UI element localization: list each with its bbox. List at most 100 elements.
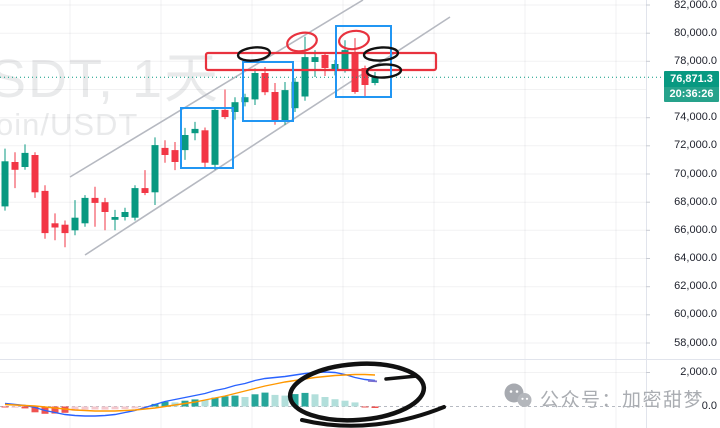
candle-body	[221, 109, 229, 117]
wechat-watermark-text: 公众号：加密甜梦	[540, 390, 705, 411]
macd-histogram-bar	[211, 397, 219, 407]
macd-signal-line	[4, 373, 376, 412]
wechat-icon	[502, 382, 534, 415]
macd-histogram-bar	[121, 406, 129, 409]
consolidation-box[interactable]	[335, 25, 392, 98]
macd-histogram-bar	[311, 394, 319, 407]
macd-histogram-bar	[351, 402, 359, 407]
macd-line-tip	[367, 379, 378, 383]
macd-histogram-bar	[161, 401, 169, 407]
macd-histogram-bar	[71, 406, 79, 411]
price-tick-label: 82,000.0	[674, 0, 717, 11]
macd-highlight-circle[interactable]	[287, 359, 427, 424]
candle-body	[171, 150, 179, 162]
candle-body	[181, 135, 189, 151]
candle-body	[241, 97, 249, 103]
macd-histogram-bar	[11, 406, 19, 408]
macd-histogram-bar	[261, 392, 269, 407]
macd-histogram-bar	[371, 406, 379, 408]
candle-body	[141, 188, 149, 193]
candle-body	[301, 57, 309, 97]
macd-histogram-bar	[51, 406, 59, 414]
price-axis[interactable]: 82,000.0 80,000.0 78,000.0 74,000.0 72,000.0…	[647, 0, 720, 428]
price-tick-label: 58,000.0	[674, 336, 717, 349]
highlight-ellipse-black[interactable]	[362, 46, 400, 62]
macd-histogram-bar	[361, 406, 369, 408]
candle-body	[271, 92, 279, 122]
candle-body	[231, 102, 239, 112]
trend-channel-line[interactable]	[84, 16, 451, 256]
macd-histogram-bar	[341, 400, 349, 407]
price-tick-label: 60,000.0	[674, 308, 717, 321]
consolidation-box[interactable]	[242, 61, 294, 122]
macd-histogram-bar	[221, 396, 229, 407]
macd-histogram-bar	[21, 406, 29, 409]
macd-histogram-bar	[131, 406, 139, 409]
candle-body	[121, 212, 129, 217]
candle-body	[351, 52, 359, 92]
candle-body	[101, 202, 109, 212]
consolidation-box[interactable]	[180, 107, 234, 169]
resistance-zone-rect[interactable]	[204, 51, 438, 72]
current-price-label: 76,871.3 20:36:26	[664, 71, 719, 102]
highlight-ellipse-black[interactable]	[236, 46, 272, 62]
candle-body	[11, 162, 19, 170]
macd-histogram-bar	[191, 399, 199, 407]
candle-body	[261, 73, 269, 93]
candle-body	[371, 77, 379, 83]
candle-body	[21, 152, 29, 167]
candle-body	[311, 57, 319, 62]
candle-body	[1, 161, 9, 207]
candle-body	[161, 147, 169, 155]
candle-body	[91, 197, 99, 203]
macd-line	[4, 371, 376, 417]
price-tick-label: 68,000.0	[674, 195, 717, 208]
wechat-watermark: 公众号：加密甜梦	[502, 382, 704, 415]
price-tick-label: 72,000.0	[674, 139, 717, 152]
highlight-ellipse-black[interactable]	[365, 63, 403, 79]
macd-highlight-tail[interactable]	[384, 374, 419, 381]
candle-body	[81, 197, 89, 224]
candle-body	[71, 217, 79, 231]
price-tick-label: 66,000.0	[674, 223, 717, 236]
candle-body	[201, 130, 209, 163]
macd-histogram-bar	[81, 406, 89, 410]
macd-histogram-bar	[321, 397, 329, 407]
macd-histogram-bar	[281, 395, 289, 407]
candle-body	[61, 224, 69, 234]
candle-body	[321, 55, 329, 68]
macd-histogram-bar	[201, 400, 209, 407]
candle-body	[51, 223, 59, 228]
macd-histogram-bar	[291, 394, 299, 407]
macd-histogram-bar	[251, 394, 259, 407]
macd-histogram-bar	[331, 399, 339, 407]
candle-body	[111, 217, 119, 220]
candle-body	[341, 50, 349, 70]
price-tick-label: 78,000.0	[674, 54, 717, 67]
candle-body	[361, 68, 369, 85]
price-tick-label: 74,000.0	[674, 111, 717, 124]
candle-body	[191, 128, 199, 134]
candle-body	[41, 190, 49, 234]
price-tick-label: 62,000.0	[674, 280, 717, 293]
macd-histogram-bar	[111, 406, 119, 410]
macd-histogram-bar	[31, 406, 39, 413]
current-price-value: 76,871.3	[664, 71, 719, 87]
indicator-tick-label: 2,000.0	[680, 366, 717, 378]
candle-body	[31, 155, 39, 193]
trend-channel-line[interactable]	[69, 0, 364, 178]
macd-histogram-bar	[241, 397, 249, 407]
highlight-ellipse-red[interactable]	[337, 29, 371, 51]
highlight-ellipse-red[interactable]	[285, 30, 318, 54]
candle-body	[291, 81, 299, 109]
macd-highlight-sweep[interactable]	[300, 405, 446, 428]
macd-histogram-bar	[101, 406, 109, 410]
candle-body	[281, 90, 289, 122]
candle-body	[251, 73, 259, 100]
macd-histogram-bar	[231, 395, 239, 407]
candle-body	[151, 145, 159, 193]
indicator-tick-label: 0.0	[701, 400, 717, 412]
price-tick-label: 70,000.0	[674, 167, 717, 180]
